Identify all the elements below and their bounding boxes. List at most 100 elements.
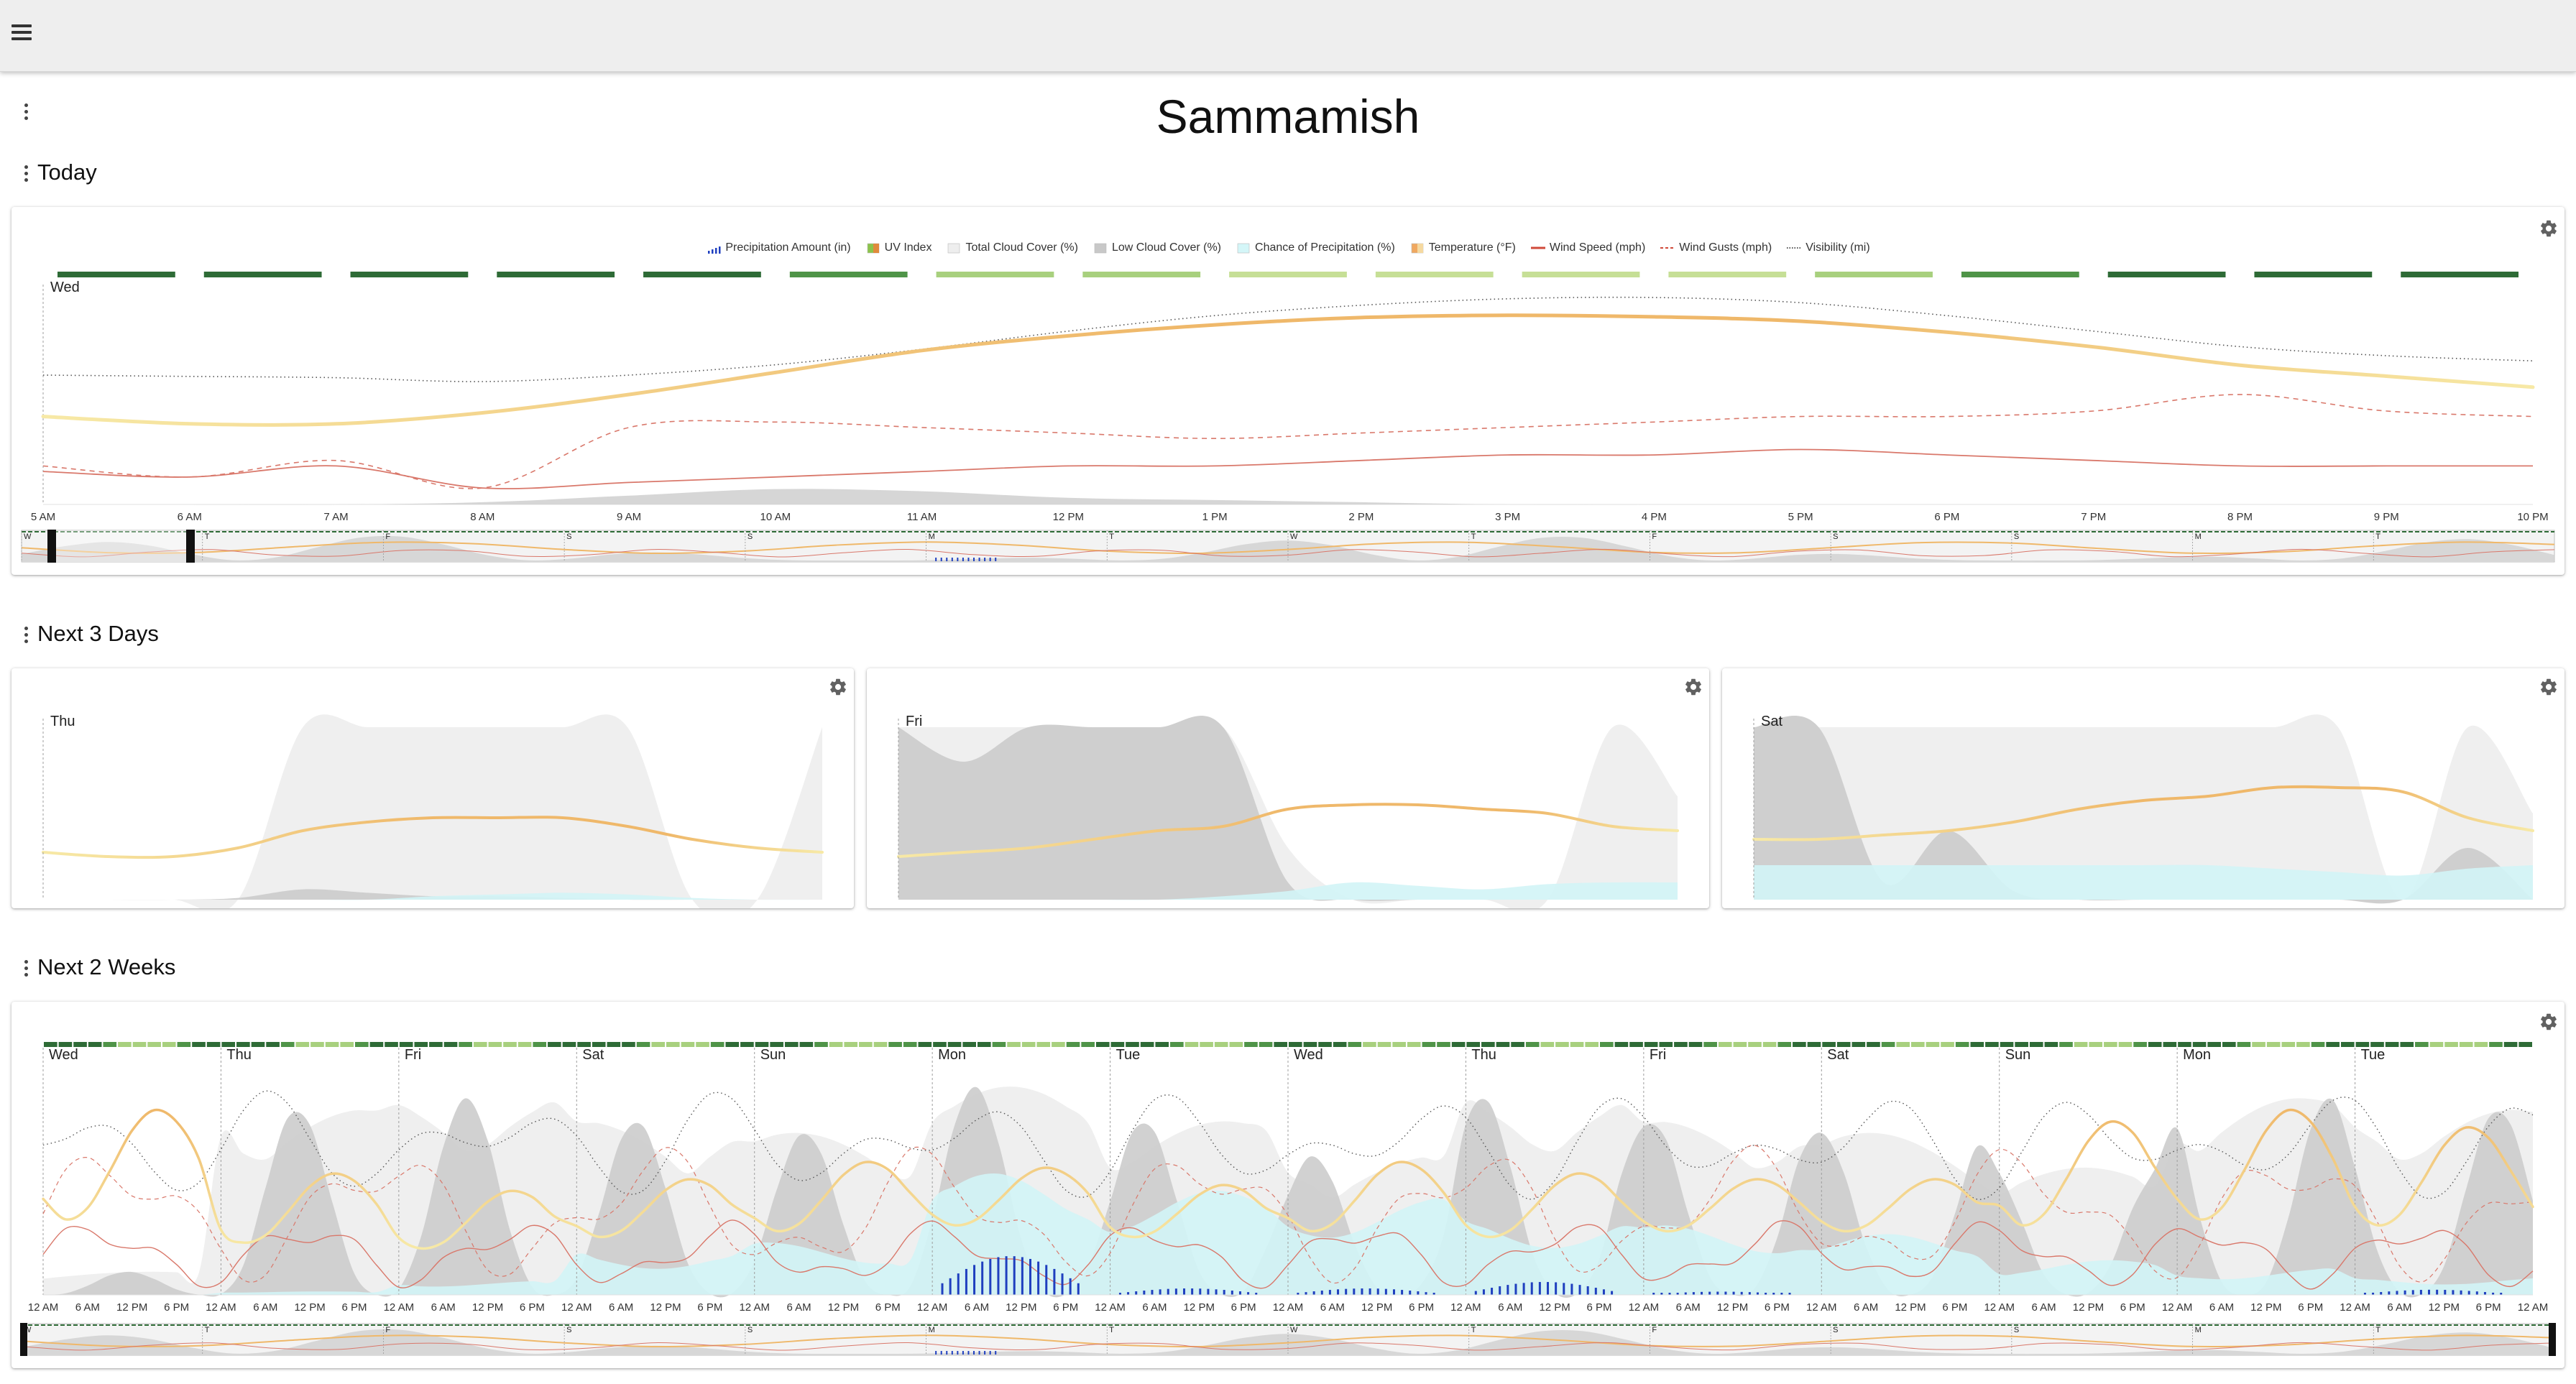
precip-bar (2419, 1289, 2422, 1295)
uv-index-segment (1259, 1042, 1273, 1047)
next3-menu-icon[interactable] (22, 627, 30, 646)
today-menu-icon[interactable] (22, 165, 30, 185)
day-label: Sat (1761, 714, 1782, 729)
precip-bar (1586, 1286, 1589, 1295)
uv-index-segment (1926, 1042, 1940, 1047)
navigator-day-initial: M (2195, 1326, 2202, 1334)
x-tick-label: 12 PM (1717, 1301, 1748, 1314)
section-title-next2w: Next 2 Weeks (37, 954, 176, 979)
uv-index-segment (1540, 1042, 1555, 1047)
uv-index-segment (1867, 1042, 1880, 1047)
menu-icon[interactable] (12, 24, 32, 45)
precip-chance-area (898, 882, 1678, 900)
navigator-wind-line (21, 1342, 2555, 1351)
uv-index-segment (2118, 1042, 2133, 1047)
precip-bar (1780, 1293, 1783, 1295)
day-label: Fri (906, 714, 922, 729)
section-title-today: Today (37, 160, 97, 185)
uv-index-segment (1985, 1042, 1999, 1047)
uv-index-segment (1200, 1042, 1213, 1047)
uv-index-segment (2444, 1042, 2458, 1047)
precip-bar (997, 1257, 1000, 1295)
precip-bar (1174, 1288, 1177, 1295)
x-tick-label: 12 AM (1450, 1301, 1481, 1314)
uv-index-segment (73, 1042, 87, 1047)
visibility-line (42, 296, 2534, 382)
low-cloud-area (43, 489, 2533, 505)
navigator-day-initial: S (2014, 1326, 2019, 1334)
precip-bar (989, 1258, 992, 1295)
legend-item[interactable]: UV Index (865, 241, 932, 254)
page-menu-icon[interactable] (22, 103, 30, 123)
x-tick-label: 8 PM (2227, 511, 2253, 523)
legend-item[interactable]: Precipitation Amount (in) (706, 241, 851, 254)
uv-index-segment (203, 272, 322, 277)
uv-index-segment (1955, 1042, 1969, 1047)
today-settings-gear-icon[interactable] (2539, 218, 2559, 239)
uv-index-segment (1762, 1042, 1777, 1047)
navigator-precip-bar (967, 558, 970, 561)
precip-bar (957, 1273, 960, 1295)
precip-bar (1127, 1292, 1130, 1295)
x-tick-label: 6 PM (875, 1301, 901, 1314)
precip-bar (1602, 1289, 1605, 1295)
legend-item[interactable]: Wind Speed (mph) (1530, 241, 1645, 254)
fri-settings-gear-icon[interactable] (1683, 677, 1703, 697)
uv-index-segment (518, 1042, 532, 1047)
today-card: Precipitation Amount (in) UV Index Total C… (12, 207, 2564, 575)
legend-item[interactable]: Temperature (°F) (1409, 241, 1516, 254)
uv-index-segment (2133, 1042, 2147, 1047)
uv-index-segment (503, 1042, 517, 1047)
sat-settings-gear-icon[interactable] (2539, 677, 2559, 697)
legend-item[interactable]: Wind Gusts (mph) (1660, 241, 1772, 254)
uv-index-segment (1466, 1042, 1481, 1047)
swatch-icon (1237, 243, 1250, 254)
uv-index-segment (473, 1042, 487, 1047)
navigator-handle-left (20, 1323, 27, 1356)
two-weeks-card: Wed Thu Fri Sat Sun Mon Tue Wed Thu Fri Sat Sun Mon T… (12, 1002, 2564, 1368)
legend-item[interactable]: Chance of Precipitation (%) (1236, 241, 1395, 254)
day-label: Sat (582, 1047, 604, 1063)
uv-index-segment (2415, 1042, 2429, 1047)
navigator-day-initial: M (929, 1326, 935, 1334)
two-weeks-settings-gear-icon[interactable] (2539, 1012, 2559, 1032)
navigator-temp-line (21, 541, 2555, 555)
navigator-day-initial: T (205, 532, 210, 541)
navigator-day-initial: T (1109, 532, 1114, 541)
x-tick-label: 8 AM (470, 511, 494, 523)
uv-index-segment (2311, 1042, 2325, 1047)
day-label: Thu (226, 1047, 251, 1063)
uv-index-segment (903, 1042, 917, 1047)
uv-index-segment (1036, 1042, 1051, 1047)
uv-index-segment (2518, 1042, 2532, 1047)
uv-index-segment (577, 1042, 591, 1047)
next2w-menu-icon[interactable] (22, 960, 30, 979)
uv-index-segment (1718, 1042, 1732, 1047)
low-cloud-area (1754, 716, 2533, 904)
uv-index-segment (1674, 1042, 1688, 1047)
x-tick-label: 6 AM (2031, 1301, 2056, 1314)
sat-card: Sat (1722, 668, 2564, 908)
navigator-precip-bar (962, 558, 964, 561)
precip-bar (1547, 1282, 1550, 1295)
uv-index-segment (2340, 1042, 2355, 1047)
uv-index-segment (2385, 1042, 2399, 1047)
uv-index-segment (2370, 1042, 2384, 1047)
x-tick-label: 12 PM (828, 1301, 859, 1314)
fri-card: Fri (867, 668, 1709, 908)
uv-index-segment (1525, 1042, 1540, 1047)
legend-label: Temperature (°F) (1428, 241, 1516, 254)
legend-item[interactable]: Visibility (mi) (1786, 241, 1870, 254)
precip-bar (1045, 1265, 1048, 1295)
temperature-line (41, 313, 2535, 427)
precip-bar (1223, 1290, 1225, 1295)
legend-item[interactable]: Total Cloud Cover (%) (946, 241, 1078, 254)
uv-index-segment (2489, 1042, 2503, 1047)
legend-item[interactable]: Low Cloud Cover (%) (1092, 241, 1221, 254)
precip-bar (1563, 1283, 1565, 1295)
uv-index-segment (429, 1042, 443, 1047)
uv-index-segment (562, 1042, 576, 1047)
thu-settings-gear-icon[interactable] (828, 677, 848, 697)
x-tick-label: 6 PM (1586, 1301, 1611, 1314)
navigator-temp-line (21, 1334, 2555, 1348)
